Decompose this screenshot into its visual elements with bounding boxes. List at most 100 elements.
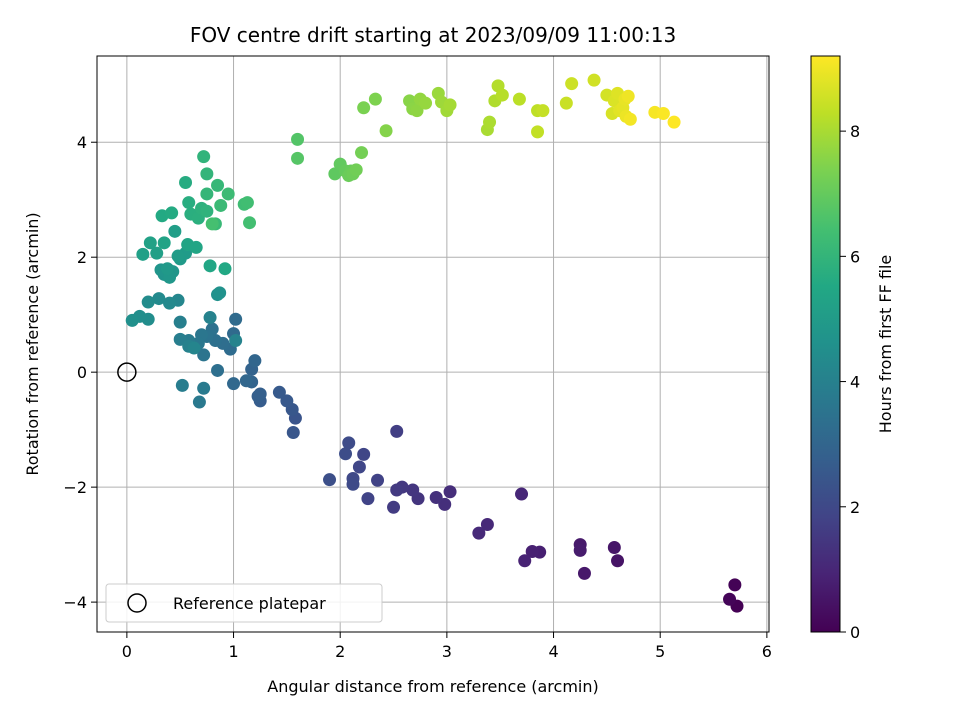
colorbar-tick-label: 2 — [850, 498, 860, 517]
data-point — [480, 518, 494, 532]
legend-box — [105, 583, 383, 623]
data-point — [221, 187, 235, 201]
plot-background — [97, 56, 769, 632]
data-point — [168, 224, 182, 238]
data-point — [387, 500, 401, 514]
data-point — [429, 490, 443, 504]
colorbar: 0 2 4 6 8 Hours from first FF file — [810, 55, 895, 642]
data-point — [342, 436, 356, 450]
data-point — [518, 554, 532, 568]
data-point — [346, 477, 360, 491]
data-point — [352, 460, 366, 474]
data-point — [248, 354, 262, 368]
data-point — [573, 543, 587, 557]
data-point — [443, 485, 457, 499]
legend: Reference platepar — [105, 583, 383, 623]
data-point — [723, 592, 737, 606]
colorbar-label: Hours from first FF file — [876, 255, 895, 434]
data-point — [623, 112, 637, 126]
reference-platepar-marker — [117, 362, 137, 382]
data-point — [213, 286, 227, 300]
data-point — [419, 96, 433, 110]
data-point — [355, 146, 369, 160]
data-point — [187, 341, 201, 355]
data-point — [160, 262, 174, 276]
data-point — [152, 292, 166, 306]
data-point — [143, 236, 157, 250]
data-point — [323, 473, 337, 487]
data-point — [253, 387, 267, 401]
data-point — [361, 492, 375, 506]
data-point — [357, 101, 371, 115]
data-point — [125, 313, 139, 327]
data-point — [214, 198, 228, 212]
data-point — [291, 151, 305, 165]
data-point — [272, 385, 286, 399]
data-point — [607, 540, 621, 554]
data-point — [163, 296, 177, 310]
data-point — [211, 178, 225, 192]
data-point — [227, 377, 241, 391]
data-point — [286, 426, 300, 440]
data-point — [229, 312, 243, 326]
data-point — [357, 447, 371, 461]
y-tick-label: 2 — [77, 248, 87, 267]
x-axis-label: Angular distance from reference (arcmin) — [267, 677, 598, 696]
y-axis-ticks: −4 −2 0 2 4 — [63, 133, 97, 612]
data-point — [189, 240, 203, 254]
data-point — [200, 167, 214, 181]
data-point — [667, 115, 681, 129]
plot-area — [96, 55, 770, 633]
data-point — [175, 378, 189, 392]
data-point — [577, 566, 591, 580]
data-point — [525, 545, 539, 559]
x-tick-label: 3 — [442, 642, 452, 661]
data-point — [531, 125, 545, 139]
data-point — [141, 295, 155, 309]
y-tick-label: 0 — [77, 363, 87, 382]
legend-entry-reference: Reference platepar — [173, 594, 326, 613]
x-tick-label: 0 — [122, 642, 132, 661]
data-point — [371, 473, 385, 487]
data-point — [157, 236, 171, 250]
data-point — [203, 311, 217, 325]
legend-open-circle-icon — [127, 593, 147, 613]
data-point — [379, 124, 393, 138]
data-point — [390, 424, 404, 438]
data-point — [243, 216, 257, 230]
colorbar-gradient — [810, 55, 841, 633]
data-point — [611, 554, 625, 568]
data-point — [171, 249, 185, 263]
data-point — [587, 73, 601, 87]
data-point — [339, 447, 353, 461]
colorbar-tick-label: 6 — [850, 247, 860, 266]
x-tick-label: 2 — [335, 642, 345, 661]
y-tick-label: −2 — [63, 478, 87, 497]
data-point — [239, 374, 253, 388]
data-point — [728, 578, 742, 592]
x-tick-label: 5 — [655, 642, 665, 661]
chart-title: FOV centre drift starting at 2023/09/09 … — [190, 23, 676, 47]
x-tick-label: 1 — [228, 642, 238, 661]
data-point — [621, 89, 635, 103]
data-point — [192, 395, 206, 409]
y-tick-label: 4 — [77, 133, 87, 152]
data-point — [240, 196, 254, 210]
data-point — [182, 196, 196, 210]
data-point — [173, 315, 187, 329]
data-point — [565, 77, 579, 91]
data-point — [368, 92, 382, 106]
data-point — [197, 348, 211, 362]
data-point — [200, 204, 214, 218]
grid-lines — [97, 56, 769, 632]
x-axis-ticks: 0 1 2 3 4 5 6 — [122, 632, 772, 661]
data-point — [656, 106, 670, 120]
data-point — [390, 483, 404, 497]
data-point — [211, 363, 225, 377]
data-point — [197, 150, 211, 164]
data-point — [229, 334, 243, 348]
y-axis-label: Rotation from reference (arcmin) — [23, 212, 42, 475]
y-tick-label: −4 — [63, 593, 87, 612]
colorbar-tick-label: 0 — [850, 623, 860, 642]
